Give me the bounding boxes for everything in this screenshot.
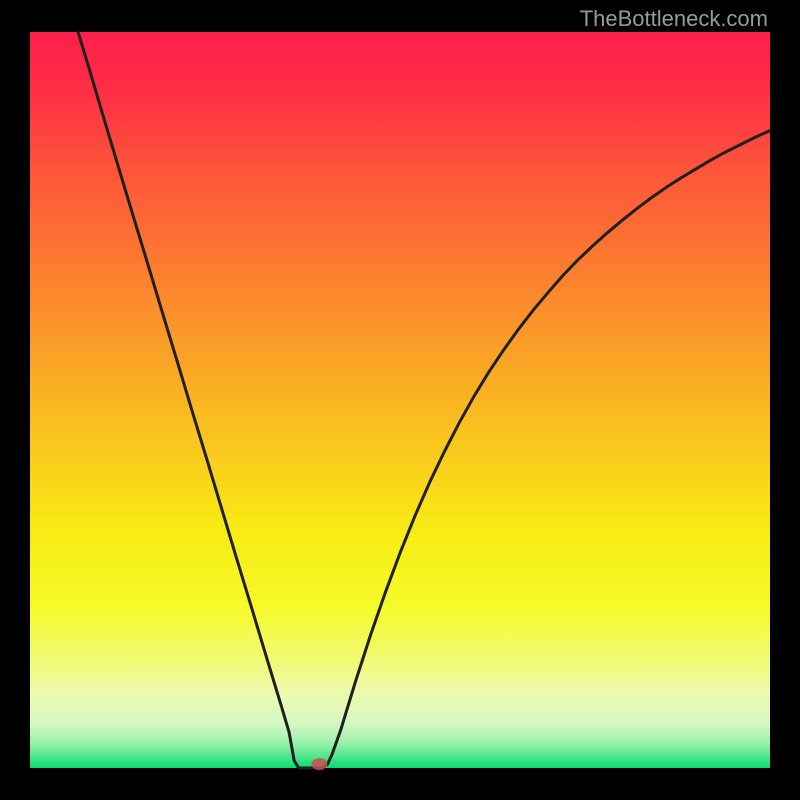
bottleneck-chart bbox=[0, 0, 800, 800]
chart-container: TheBottleneck.com bbox=[0, 0, 800, 800]
watermark-text: TheBottleneck.com bbox=[580, 6, 768, 32]
optimal-point-marker bbox=[311, 758, 327, 770]
plot-background bbox=[30, 32, 770, 768]
